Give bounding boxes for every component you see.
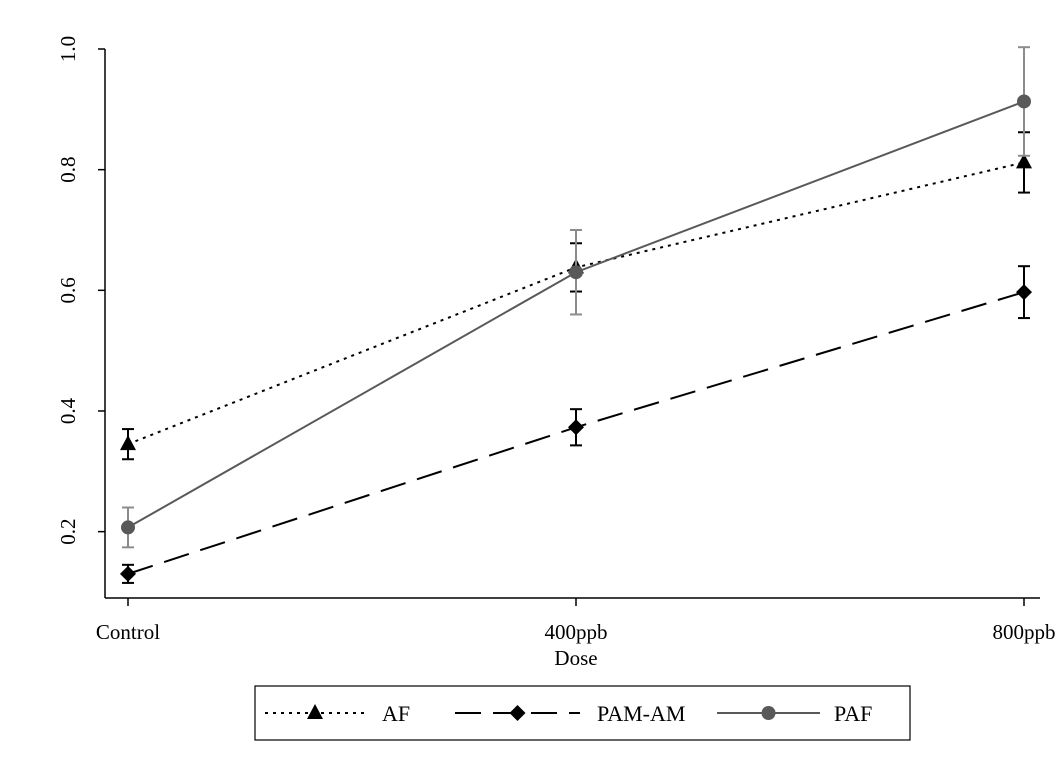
x-tick-label: 400ppb (545, 620, 608, 644)
legend-marker (761, 706, 776, 720)
legend-item-pam-am: PAM-AM (455, 701, 685, 726)
x-axis-title: Dose (554, 646, 597, 670)
data-point (121, 520, 135, 535)
legend: AF PAM-AM PAF (254, 685, 911, 741)
y-tick-label: 1.0 (56, 36, 80, 62)
y-tick-label: 0.2 (56, 519, 80, 545)
y-tick-label: 0.4 (56, 397, 80, 424)
axes: 0.2 0.4 0.6 0.8 1.0 Control 400ppb 800ppb (56, 36, 1056, 644)
data-point (568, 419, 584, 436)
series-area (120, 46, 1032, 584)
series-pam-am (120, 265, 1032, 584)
legend-label: PAF (834, 701, 872, 726)
legend-marker (307, 704, 323, 719)
legend-label: PAM-AM (597, 701, 685, 726)
data-point (120, 565, 136, 582)
series-paf (121, 46, 1031, 549)
data-point (120, 435, 136, 451)
legend-item-paf: PAF (717, 701, 872, 726)
legend-label: AF (382, 701, 410, 726)
data-point (569, 265, 583, 280)
data-point (1016, 284, 1032, 301)
legend-marker (509, 705, 526, 721)
y-tick-label: 0.8 (56, 157, 80, 183)
legend-item-af: AF (265, 701, 410, 726)
x-tick-label: Control (96, 620, 160, 644)
data-point (1017, 94, 1031, 109)
data-point (1016, 153, 1032, 169)
y-tick-label: 0.6 (56, 277, 80, 303)
x-tick-label: 800ppb (993, 620, 1056, 644)
